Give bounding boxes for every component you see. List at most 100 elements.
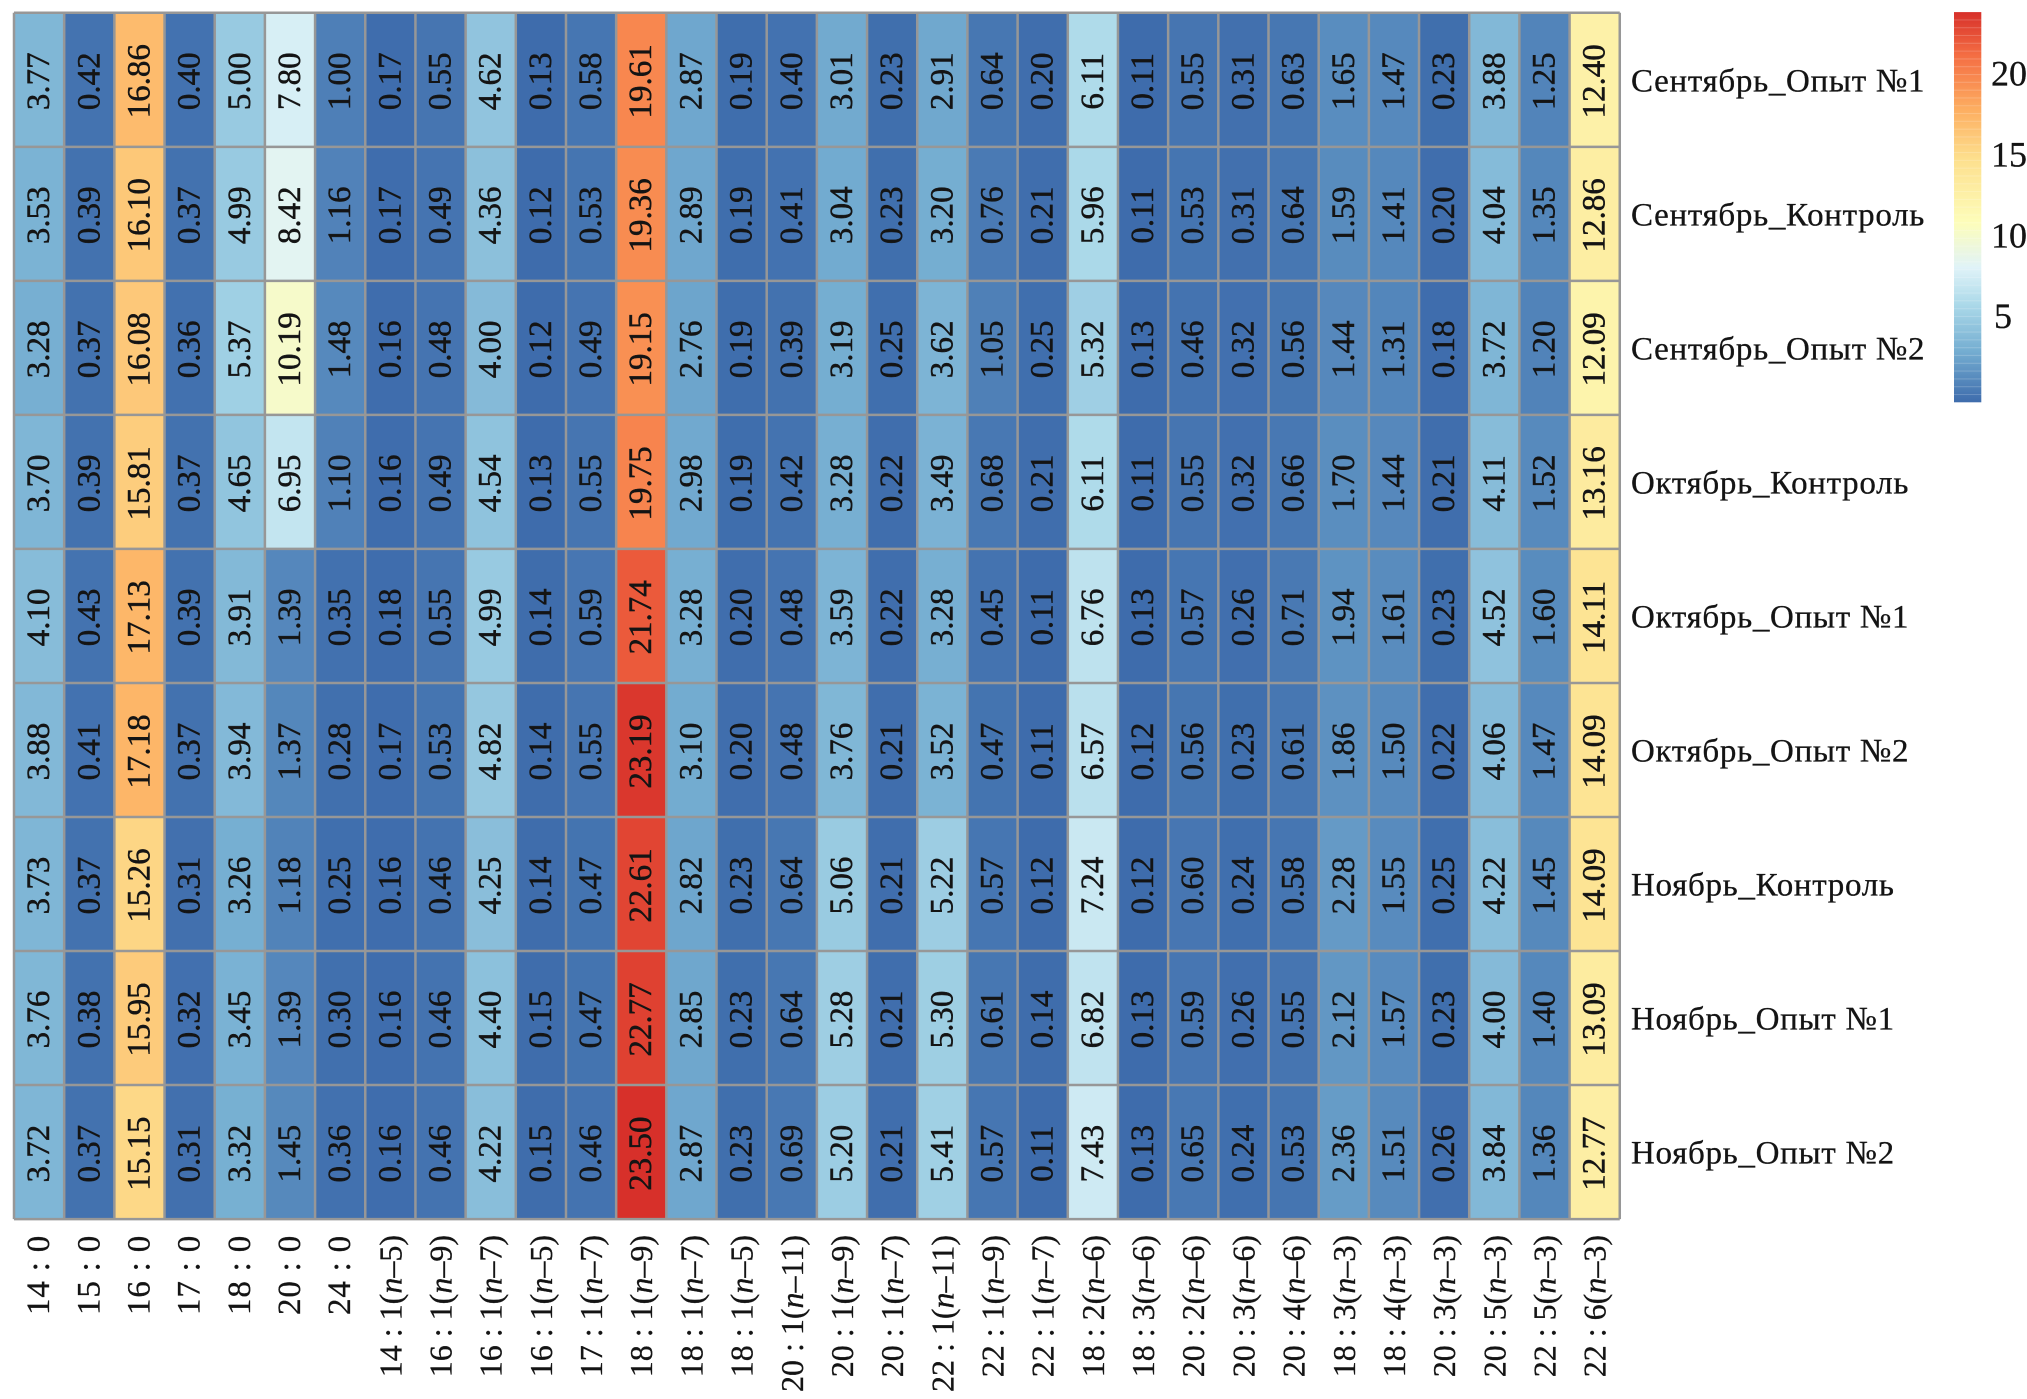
svg-text:0.20: 0.20 xyxy=(1426,186,1462,244)
svg-text:2.85: 2.85 xyxy=(673,991,709,1049)
svg-text:0.16: 0.16 xyxy=(372,857,408,915)
svg-text:0.64: 0.64 xyxy=(774,991,810,1049)
svg-text:3.62: 3.62 xyxy=(924,321,960,379)
svg-text:19.61: 19.61 xyxy=(623,44,659,118)
svg-text:1.57: 1.57 xyxy=(1376,991,1412,1049)
svg-text:0.66: 0.66 xyxy=(1276,455,1312,513)
svg-text:0.14: 0.14 xyxy=(523,857,559,915)
svg-text:3.91: 3.91 xyxy=(222,589,258,647)
svg-text:5.22: 5.22 xyxy=(924,857,960,915)
svg-text:3.19: 3.19 xyxy=(824,321,860,379)
svg-text:0.46: 0.46 xyxy=(423,1125,459,1183)
svg-text:0.55: 0.55 xyxy=(573,455,609,513)
svg-text:20: 20 xyxy=(1991,54,2027,94)
svg-text:0.31: 0.31 xyxy=(1225,52,1261,110)
svg-text:0.53: 0.53 xyxy=(1175,186,1211,244)
svg-text:1.50: 1.50 xyxy=(1376,723,1412,781)
svg-text:3.52: 3.52 xyxy=(924,723,960,781)
svg-text:0.39: 0.39 xyxy=(71,455,107,513)
svg-text:17 : 0: 17 : 0 xyxy=(172,1235,208,1315)
svg-text:2.87: 2.87 xyxy=(673,1125,709,1183)
svg-text:0.38: 0.38 xyxy=(71,991,107,1049)
svg-text:0.17: 0.17 xyxy=(372,52,408,110)
svg-text:0.46: 0.46 xyxy=(573,1125,609,1183)
svg-text:0.55: 0.55 xyxy=(423,589,459,647)
svg-text:1.36: 1.36 xyxy=(1527,1125,1563,1183)
svg-text:0.37: 0.37 xyxy=(71,1125,107,1183)
svg-text:0.19: 0.19 xyxy=(724,455,760,513)
svg-text:0.12: 0.12 xyxy=(1125,857,1161,915)
svg-text:22 : 6(n–3): 22 : 6(n–3) xyxy=(1577,1235,1613,1377)
svg-text:0.31: 0.31 xyxy=(1225,186,1261,244)
svg-text:1.37: 1.37 xyxy=(272,723,308,781)
svg-text:4.65: 4.65 xyxy=(222,455,258,513)
svg-text:6.76: 6.76 xyxy=(1075,589,1111,647)
svg-text:0.71: 0.71 xyxy=(1276,589,1312,647)
svg-text:1.39: 1.39 xyxy=(272,991,308,1049)
svg-text:5: 5 xyxy=(1994,296,2012,336)
svg-text:1.52: 1.52 xyxy=(1527,455,1563,513)
svg-text:0.49: 0.49 xyxy=(423,455,459,513)
svg-text:1.16: 1.16 xyxy=(322,186,358,244)
svg-text:0.65: 0.65 xyxy=(1175,1125,1211,1183)
svg-text:12.86: 12.86 xyxy=(1577,178,1613,252)
svg-text:0.55: 0.55 xyxy=(1276,991,1312,1049)
svg-text:0.20: 0.20 xyxy=(724,589,760,647)
svg-text:2.98: 2.98 xyxy=(673,455,709,513)
svg-text:16 : 1(n–5): 16 : 1(n–5) xyxy=(523,1235,559,1377)
svg-text:3.88: 3.88 xyxy=(21,723,57,781)
svg-text:2.12: 2.12 xyxy=(1326,991,1362,1049)
svg-text:0.23: 0.23 xyxy=(874,186,910,244)
svg-text:3.49: 3.49 xyxy=(924,455,960,513)
svg-text:0.12: 0.12 xyxy=(523,186,559,244)
svg-text:3.28: 3.28 xyxy=(924,589,960,647)
svg-text:0.35: 0.35 xyxy=(322,589,358,647)
svg-text:0.11: 0.11 xyxy=(1125,187,1161,244)
svg-text:0.57: 0.57 xyxy=(975,1125,1011,1183)
svg-text:20 : 1(n–11): 20 : 1(n–11) xyxy=(774,1235,810,1392)
svg-text:4.82: 4.82 xyxy=(473,723,509,781)
svg-text:0.57: 0.57 xyxy=(975,857,1011,915)
svg-text:3.28: 3.28 xyxy=(673,589,709,647)
svg-text:0.36: 0.36 xyxy=(322,1125,358,1183)
svg-text:0.46: 0.46 xyxy=(1175,321,1211,379)
svg-text:0.30: 0.30 xyxy=(322,991,358,1049)
svg-text:13.16: 13.16 xyxy=(1577,446,1613,520)
svg-text:0.68: 0.68 xyxy=(975,455,1011,513)
svg-text:0.21: 0.21 xyxy=(874,723,910,781)
svg-text:0.24: 0.24 xyxy=(1225,857,1261,915)
svg-text:12.40: 12.40 xyxy=(1577,44,1613,118)
svg-text:0.39: 0.39 xyxy=(71,186,107,244)
svg-text:22 : 1(n–9): 22 : 1(n–9) xyxy=(975,1235,1011,1377)
svg-text:0.19: 0.19 xyxy=(724,52,760,110)
svg-text:0.64: 0.64 xyxy=(975,52,1011,110)
svg-text:16 : 0: 16 : 0 xyxy=(121,1235,157,1315)
svg-text:2.87: 2.87 xyxy=(673,52,709,110)
svg-text:18 : 1(n–9): 18 : 1(n–9) xyxy=(623,1235,659,1377)
svg-text:1.47: 1.47 xyxy=(1376,52,1412,110)
svg-text:3.53: 3.53 xyxy=(21,186,57,244)
svg-text:0.61: 0.61 xyxy=(975,991,1011,1049)
svg-text:0.25: 0.25 xyxy=(1426,857,1462,915)
svg-text:1.40: 1.40 xyxy=(1527,991,1563,1049)
svg-text:0.37: 0.37 xyxy=(71,321,107,379)
svg-text:22.77: 22.77 xyxy=(623,982,659,1056)
svg-text:3.77: 3.77 xyxy=(21,52,57,110)
svg-text:5.20: 5.20 xyxy=(824,1125,860,1183)
svg-text:0.13: 0.13 xyxy=(523,455,559,513)
svg-text:1.47: 1.47 xyxy=(1527,723,1563,781)
svg-text:1.44: 1.44 xyxy=(1326,321,1362,379)
svg-text:15.15: 15.15 xyxy=(121,1116,157,1190)
svg-text:0.49: 0.49 xyxy=(573,321,609,379)
svg-text:0.25: 0.25 xyxy=(874,321,910,379)
svg-text:0.11: 0.11 xyxy=(1125,455,1161,512)
svg-text:2.36: 2.36 xyxy=(1326,1125,1362,1183)
svg-text:0.47: 0.47 xyxy=(573,991,609,1049)
svg-text:0.41: 0.41 xyxy=(774,186,810,244)
svg-text:0.55: 0.55 xyxy=(1175,52,1211,110)
svg-text:15.81: 15.81 xyxy=(121,446,157,520)
svg-text:0.21: 0.21 xyxy=(1025,455,1061,513)
svg-text:0.21: 0.21 xyxy=(1426,455,1462,513)
svg-text:5.37: 5.37 xyxy=(222,321,258,379)
svg-text:0.37: 0.37 xyxy=(172,186,208,244)
